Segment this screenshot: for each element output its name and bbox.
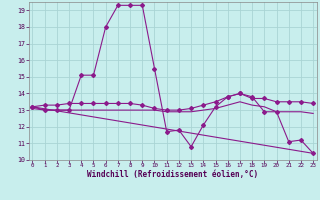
X-axis label: Windchill (Refroidissement éolien,°C): Windchill (Refroidissement éolien,°C) [87,170,258,179]
